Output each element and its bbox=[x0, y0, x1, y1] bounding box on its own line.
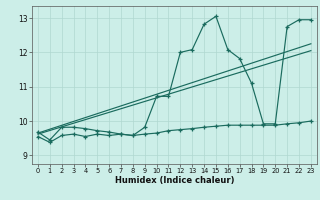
X-axis label: Humidex (Indice chaleur): Humidex (Indice chaleur) bbox=[115, 176, 234, 185]
